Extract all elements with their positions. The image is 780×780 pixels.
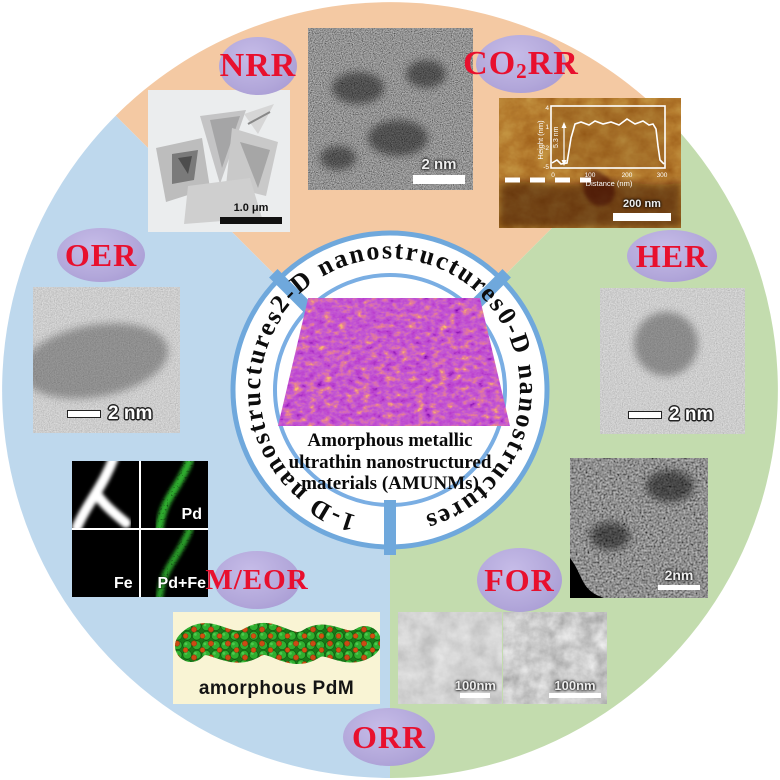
top-tem-image: 2 nm [308,28,473,190]
scale-bar [613,213,671,221]
afm-yticks: 4 1 -2 -5 [543,105,549,171]
badge-orr-label: ORR [351,719,427,755]
eds-label-fe: Fe [114,575,133,592]
scale-bar-label: 2 nm [421,156,457,173]
eds-label-pdfe: Pd+Fe [157,575,206,592]
badge-co2rr-label: CO2RR [463,44,579,83]
her-tem-image: 2 nm [600,288,745,434]
eds-pdfe-quadrant [141,530,208,597]
orr-tem-right-image: 100nm [503,612,607,704]
scale-bar [220,217,282,224]
svg-text:-5: -5 [543,164,549,171]
svg-text:300: 300 [657,172,668,179]
eds-label-pd: Pd [181,506,202,523]
svg-text:200: 200 [622,172,633,179]
scale-bar [549,693,601,698]
badge-co2rr: CO2RR [463,35,578,93]
badge-meor-label: M/EOR [205,563,309,596]
badge-for-label: FOR [484,562,555,598]
scale-bar-label: 100nm [454,678,496,693]
badge-her: HER [627,230,717,282]
badge-for: FOR [477,548,562,612]
scale-bar [413,175,465,184]
nrr-tem-image: 1.0 μm [148,90,290,232]
badge-nrr-label: NRR [219,47,297,84]
badge-nrr: NRR [219,37,297,95]
for-tem-image: 2nm [570,458,708,598]
afm-height-profile-inset: 5.3 nm Height (nm) 4 1 -2 -5 0 100 200 3… [536,105,668,188]
svg-text:4: 4 [545,105,549,112]
badge-oer-label: OER [64,237,138,273]
pdm-model-image: amorphous PdM [173,612,380,704]
scale-bar [460,693,491,698]
scale-bar-label: 200 nm [623,198,661,210]
scale-bar-label: 2 nm [669,404,714,425]
afm-xlabel: Distance (nm) [586,179,633,188]
orr-tem-left-image: 100nm [398,612,502,704]
eds-pd-quadrant [141,461,208,528]
afm-annotation: 5.3 nm [553,126,560,148]
co2rr-afm-image: 5.3 nm Height (nm) 4 1 -2 -5 0 100 200 3… [499,98,681,228]
badge-orr: ORR [343,708,435,766]
pdm-caption: amorphous PdM [198,678,355,699]
badge-oer: OER [57,228,145,282]
badge-her-label: HER [635,238,709,274]
scale-bar-label: 1.0 μm [233,202,269,214]
svg-text:100: 100 [585,172,596,179]
badge-meor: M/EOR [205,551,308,609]
svg-text:0: 0 [551,172,555,179]
afm-xticks: 0 100 200 300 [551,172,668,179]
eds-maps-image: Pd Fe Pd+Fe [72,461,208,597]
eds-fe-quadrant [72,530,139,597]
eds-stem-quadrant [72,461,139,528]
scale-bar-label: 2 nm [108,403,153,424]
scale-bar-label: 100nm [554,678,596,693]
afm-ylabel: Height (nm) [536,120,545,160]
center-afm-terrain-image [278,298,510,426]
scale-bar [658,585,700,590]
divider-upper-left [269,269,317,317]
scale-bar [628,410,662,419]
oer-tem-image: 2 nm [33,287,180,433]
svg-text:-2: -2 [543,145,549,152]
svg-text:1: 1 [545,124,549,131]
center-caption: Amorphous metallic ultrathin nanostructu… [288,430,492,495]
scale-bar [67,409,101,418]
scale-bar-label: 2nm [664,567,694,583]
